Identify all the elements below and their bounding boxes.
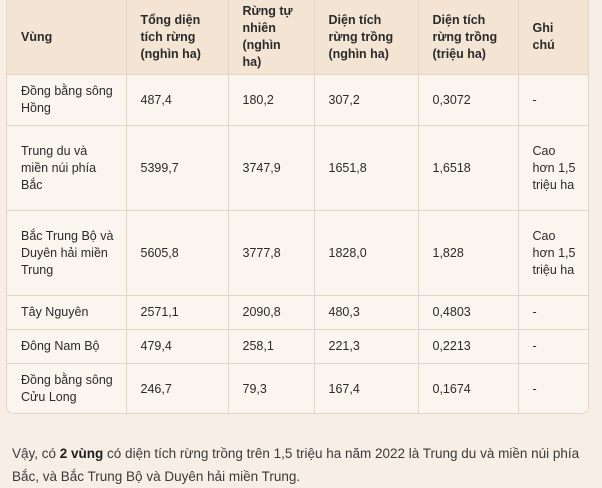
header-note: Ghi chú xyxy=(518,0,588,75)
cell-planted-m: 1,828 xyxy=(418,210,519,296)
cell-total: 246,7 xyxy=(126,363,229,413)
cell-planted-k: 167,4 xyxy=(314,363,419,413)
cell-planted-k: 1651,8 xyxy=(314,125,419,211)
cell-region: Tây Nguyên xyxy=(7,295,127,330)
cell-region: Đông Nam Bộ xyxy=(7,329,127,364)
cell-natural: 3777,8 xyxy=(228,210,315,296)
forest-table-container: Vùng Tổng diện tích rừng (nghìn ha) Rừng… xyxy=(6,0,589,414)
cell-total: 479,4 xyxy=(126,329,229,364)
cell-natural: 2090,8 xyxy=(228,295,315,330)
cell-total: 2571,1 xyxy=(126,295,229,330)
cell-total: 5399,7 xyxy=(126,125,229,211)
cell-note: - xyxy=(518,74,588,126)
forest-area-table: Vùng Tổng diện tích rừng (nghìn ha) Rừng… xyxy=(7,0,588,413)
table-header-row: Vùng Tổng diện tích rừng (nghìn ha) Rừng… xyxy=(7,0,588,75)
cell-planted-m: 0,3072 xyxy=(418,74,519,126)
cell-natural: 180,2 xyxy=(228,74,315,126)
conclusion-prefix: Vậy, có xyxy=(12,445,60,461)
header-region: Vùng xyxy=(7,0,127,75)
cell-planted-k: 221,3 xyxy=(314,329,419,364)
cell-planted-k: 307,2 xyxy=(314,74,419,126)
table-row: Trung du và miền núi phía Bắc 5399,7 374… xyxy=(7,125,588,211)
table-row: Đông Nam Bộ 479,4 258,1 221,3 0,2213 - xyxy=(7,329,588,364)
cell-planted-m: 0,1674 xyxy=(418,363,519,413)
conclusion-bold-count: 2 vùng xyxy=(59,445,104,461)
cell-total: 5605,8 xyxy=(126,210,229,296)
header-planted-thousand-ha: Diện tích rừng trồng (nghìn ha) xyxy=(314,0,419,75)
cell-planted-m: 0,4803 xyxy=(418,295,519,330)
cell-planted-k: 1828,0 xyxy=(314,210,419,296)
cell-natural: 3747,9 xyxy=(228,125,315,211)
cell-note: Cao hơn 1,5 triệu ha xyxy=(518,210,588,296)
conclusion-suffix: có diện tích rừng trồng trên 1,5 triệu h… xyxy=(12,445,580,484)
cell-natural: 258,1 xyxy=(228,329,315,364)
cell-region: Bắc Trung Bộ và Duyên hải miền Trung xyxy=(7,210,127,296)
table-row: Bắc Trung Bộ và Duyên hải miền Trung 560… xyxy=(7,210,588,296)
cell-note: - xyxy=(518,295,588,330)
cell-note: Cao hơn 1,5 triệu ha xyxy=(518,125,588,211)
cell-region: Đồng bằng sông Cửu Long xyxy=(7,363,127,413)
cell-region: Đồng bằng sông Hồng xyxy=(7,74,127,126)
conclusion-paragraph: Vậy, có 2 vùng có diện tích rừng trồng t… xyxy=(12,442,592,488)
cell-note: - xyxy=(518,363,588,413)
table-row: Đồng bằng sông Cửu Long 246,7 79,3 167,4… xyxy=(7,363,588,413)
cell-natural: 79,3 xyxy=(228,363,315,413)
header-planted-million-ha: Diện tích rừng trồng (triệu ha) xyxy=(418,0,519,75)
cell-planted-m: 1,6518 xyxy=(418,125,519,211)
cell-planted-k: 480,3 xyxy=(314,295,419,330)
table-row: Đồng bằng sông Hồng 487,4 180,2 307,2 0,… xyxy=(7,74,588,126)
cell-region: Trung du và miền núi phía Bắc xyxy=(7,125,127,211)
cell-planted-m: 0,2213 xyxy=(418,329,519,364)
header-total-forest: Tổng diện tích rừng (nghìn ha) xyxy=(126,0,229,75)
cell-note: - xyxy=(518,329,588,364)
table-row: Tây Nguyên 2571,1 2090,8 480,3 0,4803 - xyxy=(7,295,588,330)
header-natural-forest: Rừng tự nhiên (nghìn ha) xyxy=(228,0,315,75)
cell-total: 487,4 xyxy=(126,74,229,126)
